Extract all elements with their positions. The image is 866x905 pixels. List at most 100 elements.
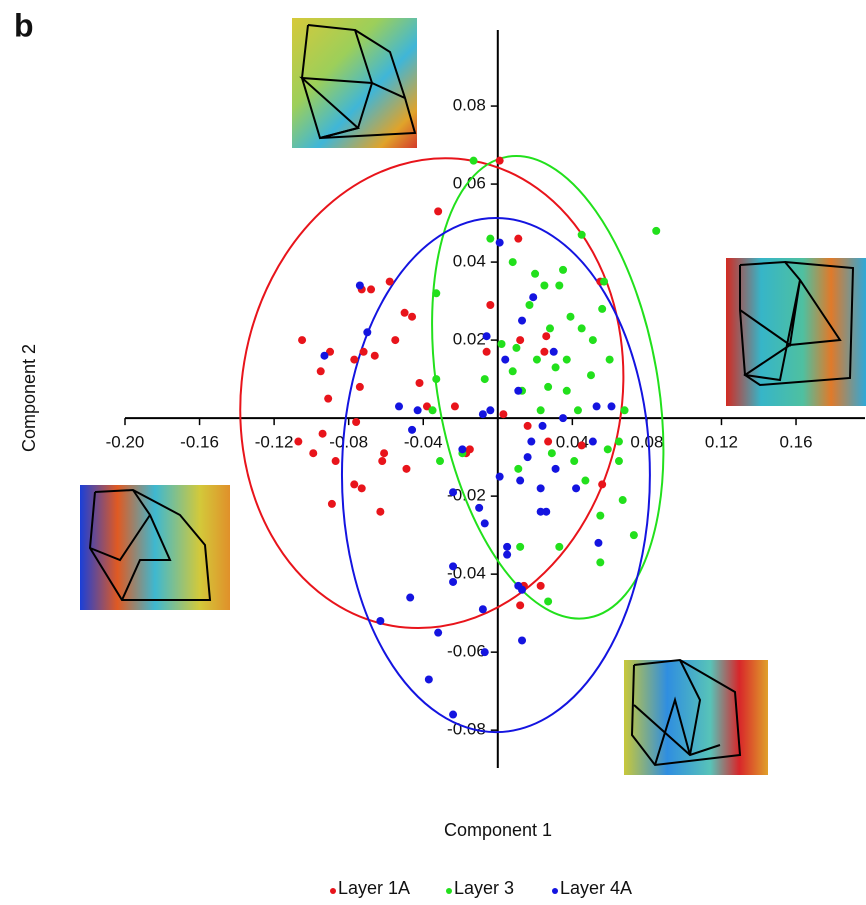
point [450, 402, 459, 411]
point [518, 636, 527, 645]
point [309, 449, 318, 458]
point [449, 562, 458, 571]
point [549, 347, 558, 356]
point [357, 484, 366, 493]
panel-label: b [14, 7, 34, 43]
point [370, 351, 379, 360]
point [432, 289, 441, 298]
point [413, 406, 422, 415]
point [614, 457, 623, 466]
point [331, 457, 340, 466]
point [551, 363, 560, 372]
point [514, 464, 523, 473]
point [350, 355, 359, 364]
point [424, 675, 433, 684]
point [559, 265, 568, 274]
deformation-grid [292, 18, 417, 148]
x-tick-label: -0.12 [255, 433, 294, 452]
y-tick-label: -0.06 [447, 642, 486, 661]
point [581, 476, 590, 485]
point [518, 316, 527, 325]
y-tick-label: -0.02 [447, 486, 486, 505]
point [480, 519, 489, 528]
y-tick-label: 0.06 [453, 174, 486, 193]
point [480, 375, 489, 384]
point [594, 538, 603, 547]
point [544, 437, 553, 446]
point [363, 328, 372, 337]
point [629, 531, 638, 540]
point [588, 437, 597, 446]
point [378, 457, 387, 466]
x-tick-label: -0.20 [106, 433, 145, 452]
point [542, 332, 551, 341]
point [577, 441, 586, 450]
point [503, 542, 512, 551]
point [559, 414, 568, 423]
point [614, 437, 623, 446]
deformation-grid [624, 658, 768, 775]
point [408, 312, 417, 321]
point [508, 258, 517, 267]
x-tick-label: -0.04 [404, 433, 443, 452]
point [596, 558, 605, 567]
legend-marker [446, 888, 452, 894]
y-tick-label: -0.04 [447, 564, 486, 583]
point [514, 386, 523, 395]
point [495, 238, 504, 247]
point [572, 484, 581, 493]
point [555, 542, 564, 551]
point [620, 406, 629, 415]
point [449, 488, 458, 497]
point [376, 616, 385, 625]
point [475, 503, 484, 512]
point [607, 402, 616, 411]
point [536, 507, 545, 516]
point [523, 453, 532, 462]
legend-marker [330, 888, 336, 894]
confidence-ellipse [431, 155, 665, 620]
legend-label: Layer 3 [454, 878, 514, 898]
point [380, 449, 389, 458]
x-tick-label: 0.04 [556, 433, 589, 452]
point [495, 156, 504, 165]
point [540, 347, 549, 356]
point [538, 421, 547, 430]
legend-label: Layer 1A [338, 878, 410, 898]
point [544, 597, 553, 606]
point [391, 336, 400, 345]
point [586, 371, 595, 380]
point [326, 347, 335, 356]
point [406, 593, 415, 602]
deformation-grid [726, 258, 866, 406]
point [531, 269, 540, 278]
point [562, 386, 571, 395]
y-tick-label: 0.02 [453, 330, 486, 349]
point [478, 410, 487, 419]
point [408, 425, 417, 434]
point [570, 457, 579, 466]
point [516, 601, 525, 610]
deformation-grid [80, 485, 230, 610]
point [600, 277, 609, 286]
legend-marker [552, 888, 558, 894]
point [523, 421, 532, 430]
point [516, 336, 525, 345]
point [527, 437, 536, 446]
point [542, 507, 551, 516]
point [355, 382, 364, 391]
point [469, 156, 478, 165]
point [518, 585, 527, 594]
point [573, 406, 582, 415]
point [603, 445, 612, 454]
point [547, 449, 556, 458]
point [432, 375, 441, 384]
point [352, 418, 361, 427]
point [422, 402, 431, 411]
point [376, 507, 385, 516]
point [592, 402, 601, 411]
point [544, 382, 553, 391]
point [480, 648, 489, 657]
point [415, 379, 424, 388]
point [503, 550, 512, 559]
